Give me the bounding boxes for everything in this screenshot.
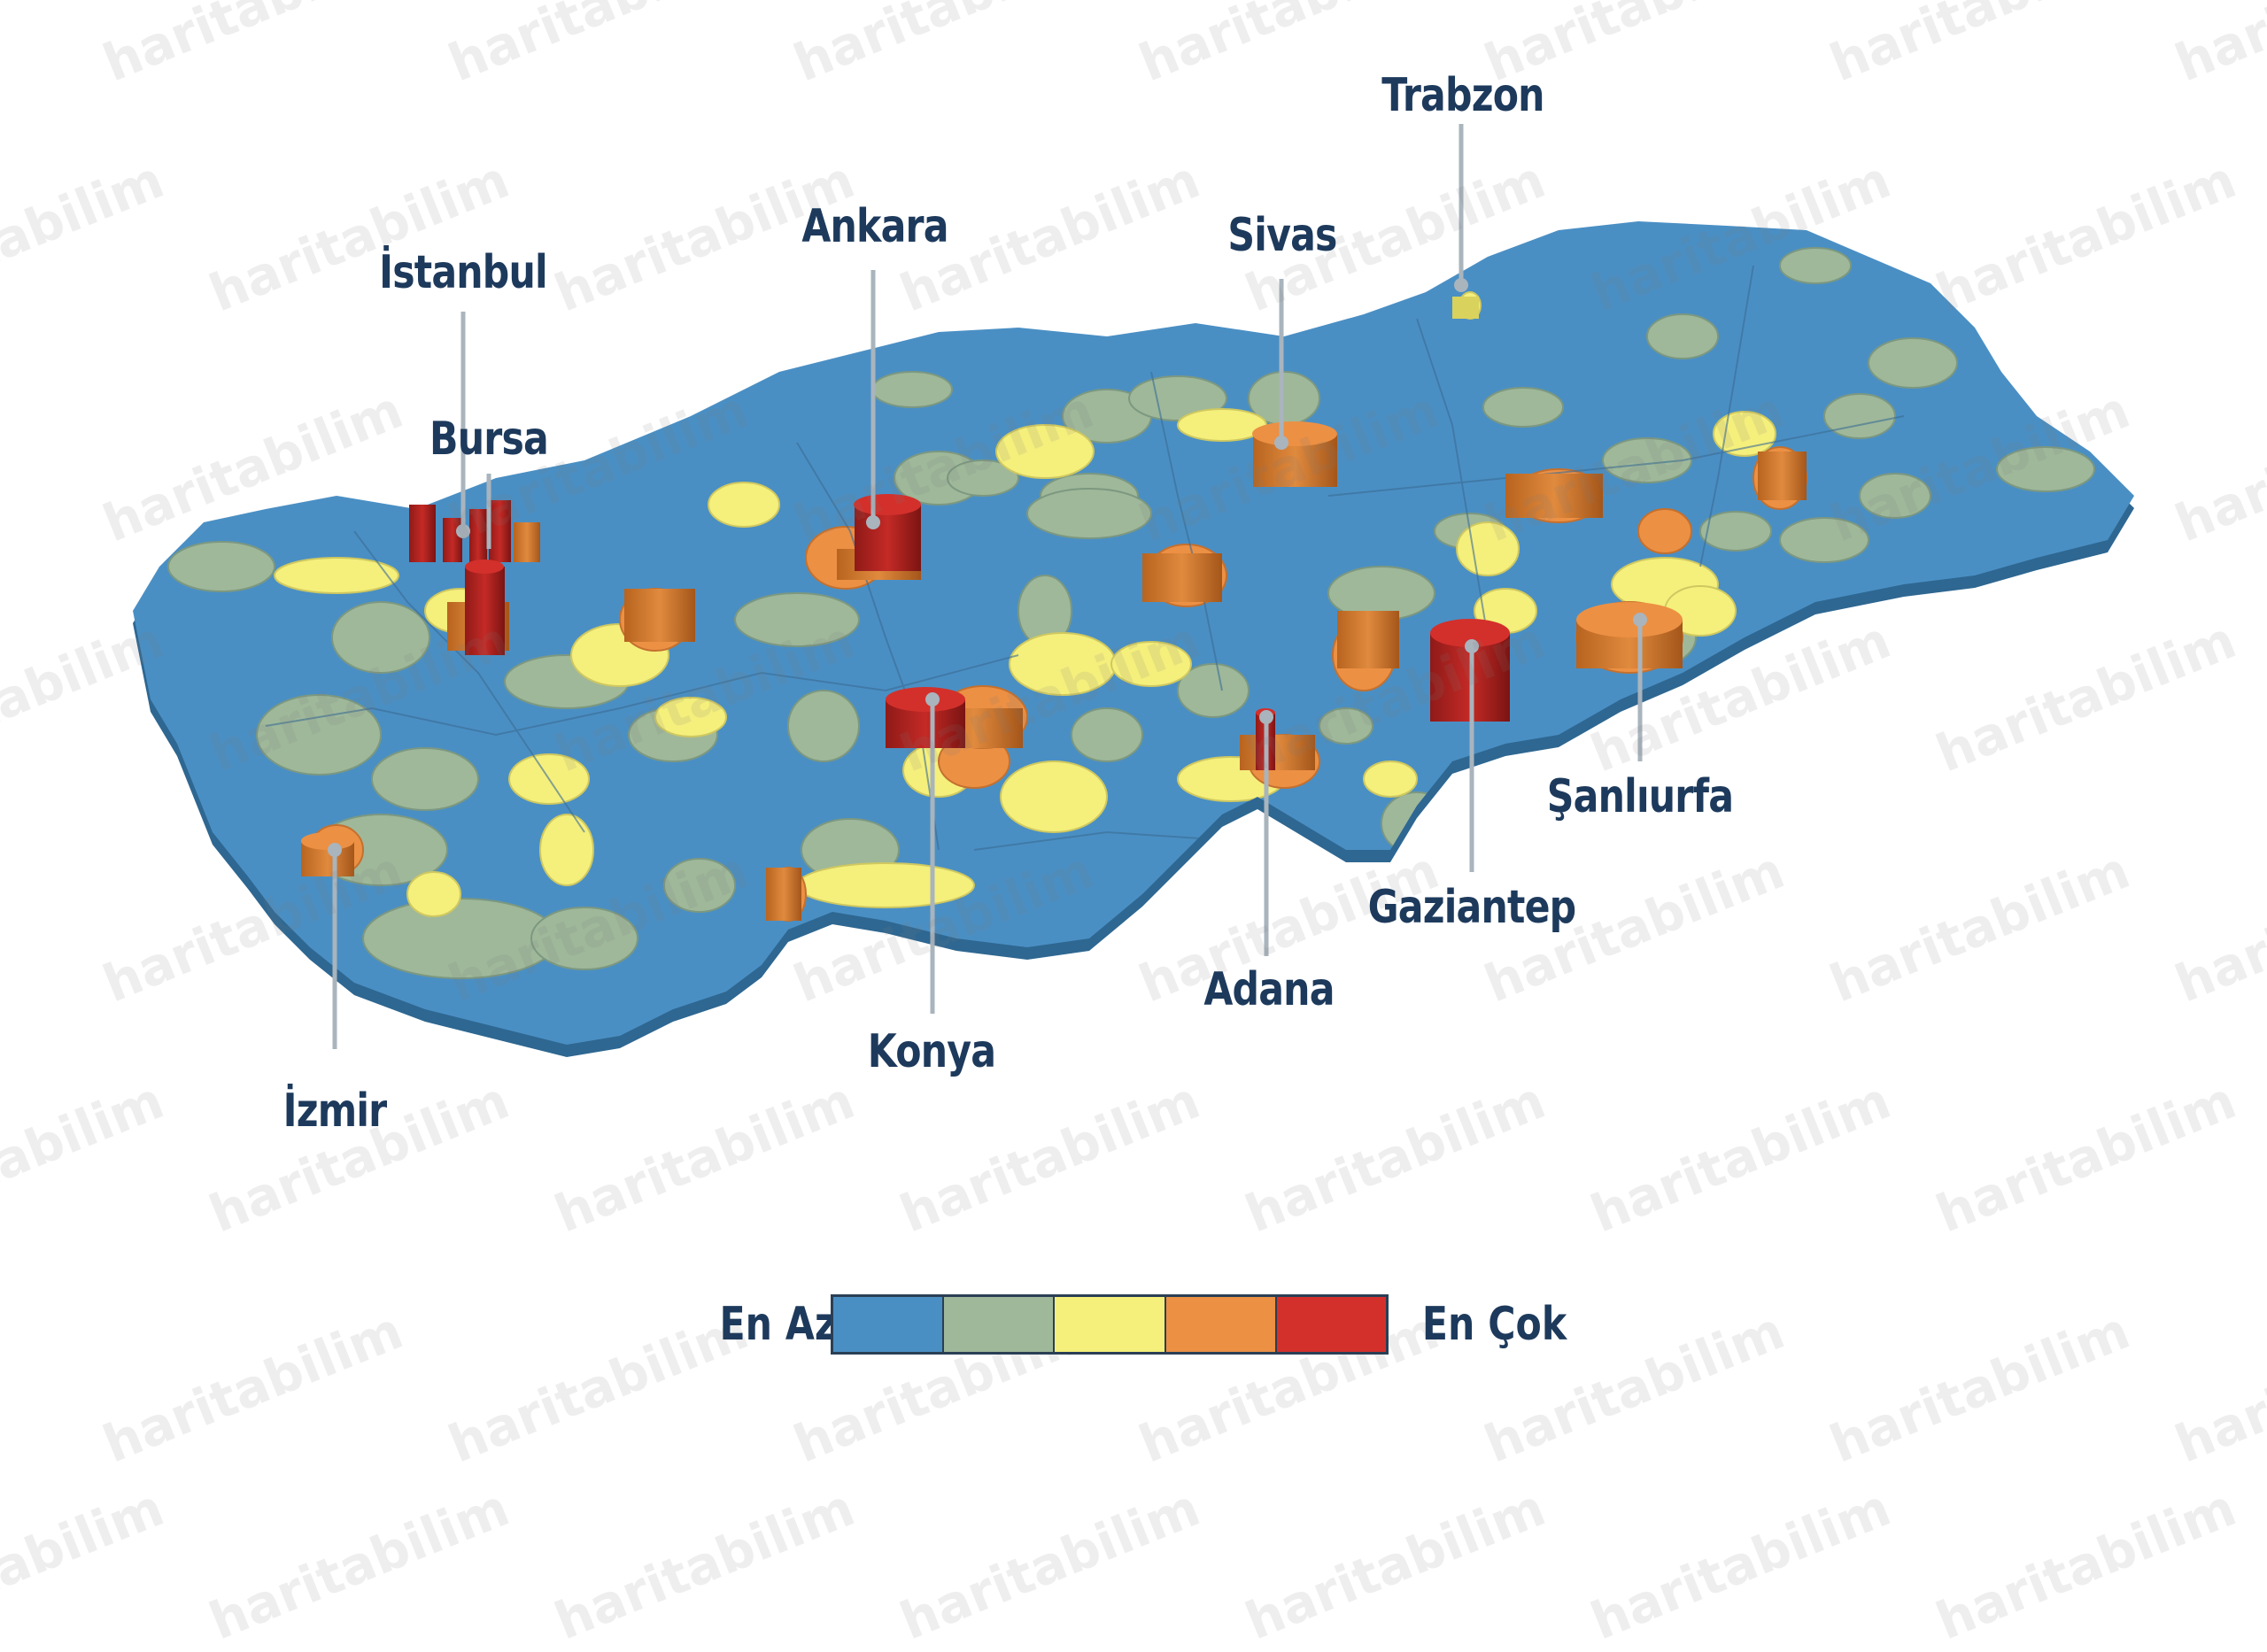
city-label-sanliurfa: Şanlıurfa	[1546, 770, 1734, 823]
extrusion-orange-antalya	[766, 868, 801, 921]
city-label-trabzon: Trabzon	[1381, 69, 1544, 122]
leader-lines	[332, 124, 1643, 1049]
extruded-cities	[301, 297, 1807, 921]
city-label-sivas: Sivas	[1227, 209, 1337, 262]
legend-swatch-2	[944, 1297, 1056, 1352]
leader-dots	[328, 278, 1647, 857]
extrusion-orange-malatya	[1337, 611, 1399, 668]
extrusion-izmir	[301, 832, 354, 876]
city-label-ankara: Ankara	[801, 200, 948, 253]
legend-max-label: En Çok	[1421, 1298, 1567, 1351]
extrusion-ankara	[837, 494, 921, 580]
city-label-adana: Adana	[1203, 963, 1335, 1016]
extrusion-orange-central	[1142, 553, 1222, 602]
city-label-konya: Konya	[867, 1025, 996, 1078]
legend-swatch-5	[1276, 1297, 1387, 1352]
legend-swatch-3	[1055, 1297, 1166, 1352]
extrusion-trabzon	[1452, 297, 1479, 319]
city-label-istanbul: İstanbul	[379, 246, 548, 299]
legend-color-scale	[831, 1294, 1389, 1355]
city-label-izmir: İzmir	[282, 1085, 387, 1138]
legend-min-label: En Az	[719, 1298, 837, 1351]
extrusion-bursa	[447, 560, 509, 655]
extrusion-orange-east	[1505, 474, 1603, 518]
legend-swatch-1	[833, 1297, 945, 1352]
legend-swatch-4	[1165, 1297, 1277, 1352]
extrusion-sanliurfa	[1576, 602, 1683, 668]
extrusion-sivas	[1252, 421, 1337, 487]
city-label-gaziantep: Gaziantep	[1367, 881, 1577, 934]
extrusion-orange-west	[624, 589, 695, 642]
extrusion-konya	[886, 687, 1023, 748]
extrusion-orange-van	[1758, 452, 1807, 500]
turkey-choropleth-map	[133, 124, 2134, 1057]
city-label-bursa: Bursa	[429, 413, 549, 466]
